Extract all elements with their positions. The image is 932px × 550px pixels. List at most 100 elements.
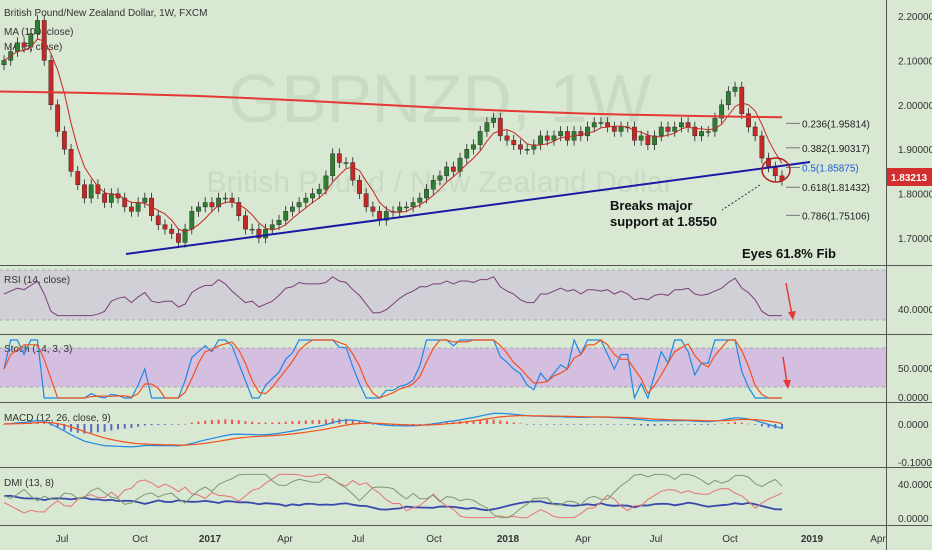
time-tick: Oct — [722, 534, 738, 545]
macd-bar — [137, 424, 140, 427]
macd-bar — [720, 423, 723, 425]
time-tick: Apr — [575, 534, 591, 545]
macd-bar — [143, 424, 146, 426]
candle-body — [705, 131, 711, 133]
price-tick: 1.70000 — [898, 234, 932, 245]
candle-body — [598, 122, 604, 124]
candle-body — [484, 122, 490, 132]
fib-label: 0.786(1.75106) — [802, 211, 870, 222]
candle-body — [652, 135, 657, 145]
candle-body — [82, 184, 87, 199]
candle-body — [48, 60, 54, 106]
rsi-line — [3, 276, 782, 317]
macd-bar — [425, 423, 428, 425]
ma5-label: MA (5, close) — [4, 42, 62, 53]
candle-body — [236, 202, 242, 216]
macd-bar — [606, 424, 609, 425]
candle-body — [102, 193, 108, 203]
macd-bar — [506, 421, 509, 424]
candle-body — [256, 228, 262, 239]
macd-bar — [271, 422, 274, 424]
rsi-band — [0, 270, 886, 320]
candle-body — [410, 202, 416, 208]
candle-body — [296, 202, 302, 208]
macd-bar — [70, 424, 73, 432]
candle-body — [725, 91, 731, 106]
macd-bar — [586, 424, 589, 425]
macd-bar — [700, 424, 703, 425]
rsi-down-arrow — [785, 282, 793, 316]
macd-bar — [318, 420, 321, 424]
macd-bar — [96, 424, 99, 433]
candle-body — [645, 135, 651, 145]
candle-body — [746, 113, 751, 128]
dmi-label: DMI (13, 8) — [4, 478, 54, 489]
dmi-plus-line — [3, 473, 783, 519]
candle-body — [632, 126, 637, 141]
time-tick: 2018 — [497, 534, 520, 545]
time-tick: 2017 — [199, 534, 222, 545]
macd-bar — [177, 424, 180, 425]
candle-body — [638, 135, 644, 141]
candle-body — [135, 202, 141, 212]
candle-body — [464, 148, 470, 159]
macd-bar — [418, 424, 421, 425]
candle-body — [759, 135, 765, 159]
candle-body — [618, 126, 624, 132]
macd-bar — [687, 424, 690, 425]
candle-body — [330, 153, 336, 177]
annotation-pointer — [721, 184, 761, 211]
candle-body — [444, 166, 450, 177]
macd-bar — [244, 421, 247, 424]
macd-bar — [311, 420, 314, 424]
candle-body — [196, 206, 201, 212]
stoch-d-line — [3, 339, 782, 399]
macd-bar — [49, 424, 52, 426]
candle-body — [189, 211, 195, 230]
candle-body — [678, 122, 684, 128]
macd-bar — [593, 424, 596, 425]
macd-bar — [117, 424, 120, 430]
time-tick: Jul — [352, 534, 365, 545]
price-badge — [887, 168, 932, 186]
candle-body — [142, 197, 148, 203]
macd-bar — [693, 424, 696, 425]
candle-body — [719, 104, 725, 119]
fib-label: 0.618(1.81432) — [802, 183, 870, 194]
macd-bar — [740, 422, 743, 424]
macd-bar — [264, 422, 267, 424]
macd-bar — [251, 421, 254, 424]
breakdown-circle — [761, 157, 791, 183]
candle-body — [75, 171, 81, 185]
macd-bar — [620, 424, 623, 425]
macd-bar — [123, 424, 126, 429]
candle-body — [672, 126, 678, 132]
stoch-tick-0: 0.0000 — [898, 393, 929, 404]
annotation-eyes-fib: Eyes 61.8% Fib — [742, 246, 836, 261]
candle-body — [551, 135, 557, 141]
candle-body — [752, 126, 758, 137]
price-badge-text: 1.83213 — [891, 173, 928, 184]
macd-bar — [713, 424, 716, 425]
dmi-tick-40: 40.0000 — [898, 480, 932, 491]
price-tick: 2.10000 — [898, 56, 932, 67]
macd-bar — [727, 422, 730, 424]
candle-body — [578, 131, 584, 137]
macd-bar — [190, 422, 193, 424]
macd-bar — [284, 421, 287, 424]
candle-body — [276, 220, 282, 225]
macd-bar — [103, 424, 106, 432]
macd-tick-neg: -0.1000 — [898, 458, 932, 469]
dmi-tick-0: 0.0000 — [898, 514, 929, 525]
macd-bar — [599, 424, 602, 425]
candle-body — [732, 86, 738, 92]
macd-bar — [485, 419, 488, 424]
time-tick: Jul — [650, 534, 663, 545]
macd-bar — [680, 424, 683, 425]
candle-body — [61, 131, 67, 150]
macd-bar — [499, 420, 502, 424]
macd-bar — [110, 424, 113, 431]
support-trendline — [125, 161, 811, 255]
watermark-symbol: GBPNZD, 1W — [228, 61, 651, 137]
